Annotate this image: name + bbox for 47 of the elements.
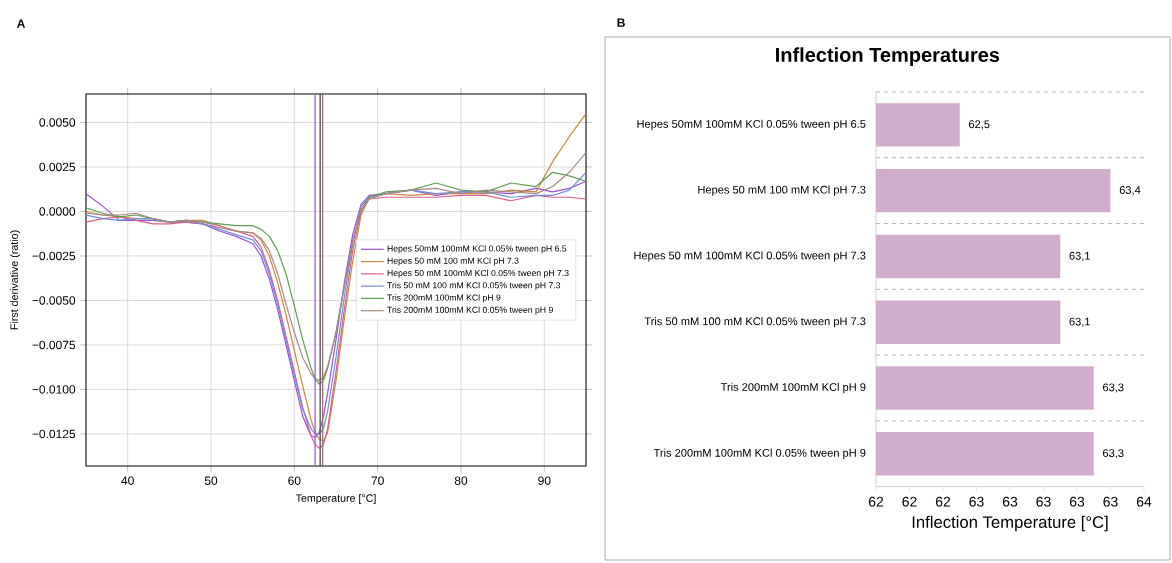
data-label: 62,5 [969,120,990,130]
y-tick-label: −0.0075 [32,340,76,350]
x-tick-label: 90 [538,476,551,486]
x-tick-label: 62 [902,496,917,507]
text: B [617,18,625,27]
data-label: 63,1 [1069,317,1090,327]
legend-label: Tris 200mM 100mM KCl 0.05% tween pH 9 [387,306,553,315]
y-tick-label: −0.0025 [32,251,76,261]
y-tick-label: −0.0125 [32,429,76,439]
x-tick-label: 63 [969,496,984,507]
x-tick-label: 63 [1002,496,1018,507]
x-axis-title: Inflection Temperature [°C] [912,515,1108,532]
y-tick-label: Hepes 50 mM 100 mM KCl pH 7.3 [698,185,866,196]
data-label: 63,3 [1103,449,1124,459]
data-label: 63,3 [1103,383,1124,393]
y-tick-label: Hepes 50 mM 100mM KCl 0.05% tween pH 7.3 [634,251,866,262]
x-tick-label: 60 [288,476,301,486]
y-tick-label: −0.0050 [32,296,76,305]
data-label: 63,4 [1119,186,1141,196]
x-tick-label: 62 [868,496,884,507]
y-tick-label: 0.0025 [39,162,76,172]
y-axis-title: First derivative (ratio) [10,230,21,330]
y-tick-label: −0.0100 [32,385,76,394]
x-tick-label: 40 [121,476,134,486]
x-tick-label: 80 [454,476,468,486]
y-tick-label: Tris 50 mM 100 mM KCl 0.05% tween pH 7.3 [644,317,866,328]
legend-label: Tris 50 mM 100 mM KCl 0.05% tween pH 7.3 [387,282,561,291]
data-label: 63,1 [1069,252,1090,262]
legend-label: Hepes 50 mM 100 mM KCl pH 7.3 [387,257,519,266]
x-tick-label: 70 [371,476,384,486]
legend-label: Hepes 50mM 100mM KCl 0.05% tween pH 6.5 [387,245,567,254]
chart-title: Inflection Temperatures [776,47,1000,67]
y-tick-label: Hepes 50mM 100mM KCl 0.05% tween pH 6.5 [637,119,866,131]
x-tick-label: 63 [1069,496,1085,507]
x-tick-label: 63 [1103,496,1118,507]
y-tick-label: 0.0000 [39,207,76,216]
y-tick-label: Tris 200mM 100mM KCl 0.05% tween pH 9 [653,448,866,460]
legend-label: Tris 200mM 100mM KCl pH 9 [387,294,501,303]
y-tick-label: 0.0050 [39,118,76,127]
text: A [17,19,26,28]
y-tick-label: Tris 200mM 100mM KCl pH 9 [720,383,866,394]
x-tick-label: 62 [935,496,951,507]
x-tick-label: 63 [1036,496,1051,507]
x-tick-label: 64 [1136,496,1152,507]
x-axis-title: Temperature [°C] [295,494,376,505]
x-tick-label: 50 [204,476,218,486]
legend-label: Hepes 50 mM 100mM KCl 0.05% tween pH 7.3 [387,269,569,278]
